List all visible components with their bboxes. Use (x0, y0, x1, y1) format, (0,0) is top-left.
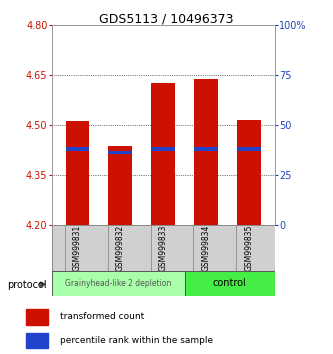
Text: percentile rank within the sample: percentile rank within the sample (60, 336, 213, 345)
Bar (66, 121, 89, 225)
Bar (237, 147, 261, 152)
Bar (52, 271, 184, 296)
Bar (66, 147, 89, 152)
Bar (109, 147, 132, 225)
Bar (194, 79, 218, 225)
Bar (194, 148, 218, 151)
Bar (133, 225, 151, 271)
Bar (151, 225, 176, 271)
Bar (152, 148, 175, 152)
Bar (219, 225, 236, 271)
Text: GSM999835: GSM999835 (244, 224, 253, 271)
Bar (90, 225, 108, 271)
Bar (262, 225, 275, 271)
Bar (237, 120, 261, 225)
Text: GSM999833: GSM999833 (159, 224, 168, 271)
Text: control: control (213, 278, 246, 288)
Bar (176, 225, 193, 271)
Bar (152, 83, 175, 225)
Text: GDS5113 / 10496373: GDS5113 / 10496373 (99, 12, 234, 25)
Text: Grainyhead-like 2 depletion: Grainyhead-like 2 depletion (65, 279, 171, 288)
Bar (26, 309, 48, 325)
Bar (184, 271, 275, 296)
Text: transformed count: transformed count (60, 312, 145, 321)
Bar (65, 225, 90, 271)
Bar (108, 225, 133, 271)
Text: protocol: protocol (7, 280, 46, 290)
Text: GSM999832: GSM999832 (116, 225, 125, 271)
Bar (52, 225, 65, 271)
Bar (236, 225, 262, 271)
Text: GSM999834: GSM999834 (201, 224, 210, 271)
Bar (109, 151, 132, 154)
Bar (193, 225, 219, 271)
Bar (26, 333, 48, 348)
Text: GSM999831: GSM999831 (73, 225, 82, 271)
